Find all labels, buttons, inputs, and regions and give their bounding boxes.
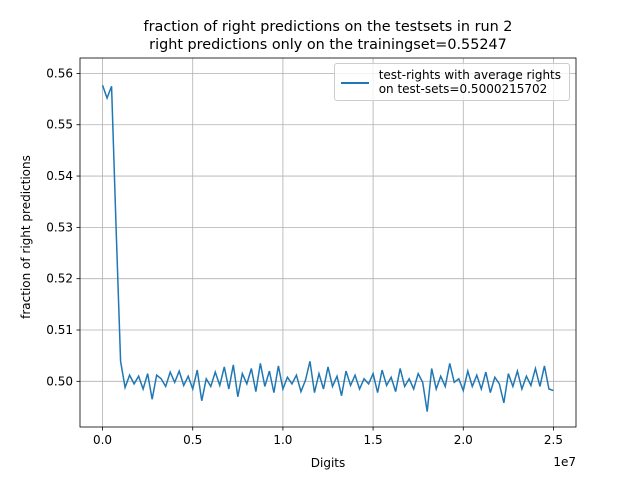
y-tick-label: 0.55	[46, 118, 73, 132]
y-axis-label: fraction of right predictions	[19, 155, 33, 319]
x-tick-label: 1.0	[273, 433, 292, 447]
plot-frame	[79, 57, 577, 428]
x-tick-label: 1.5	[364, 433, 383, 447]
x-tick-label: 0.0	[93, 433, 112, 447]
legend: test-rights with average rights on test-…	[333, 63, 570, 101]
x-axis-label: Digits	[311, 456, 345, 470]
y-tick-label: 0.54	[46, 169, 73, 183]
x-offset-label: 1e7	[553, 455, 576, 469]
y-tick-label: 0.51	[46, 323, 73, 337]
x-tick-label: 2.5	[544, 433, 563, 447]
y-tick-label: 0.52	[46, 272, 73, 286]
legend-swatch	[340, 82, 369, 84]
x-tick-label: 0.5	[183, 433, 202, 447]
y-tick-label: 0.56	[46, 66, 73, 80]
y-tick-label: 0.53	[46, 220, 73, 234]
legend-entry: test-rights with average rights on test-…	[378, 68, 561, 96]
chart-title: fraction of right predictions on the tes…	[144, 19, 513, 35]
x-tick-label: 2.0	[454, 433, 473, 447]
chart-subtitle: right predictions only on the trainingse…	[149, 37, 507, 53]
y-tick-label: 0.50	[46, 374, 73, 388]
data-line	[101, 84, 554, 412]
